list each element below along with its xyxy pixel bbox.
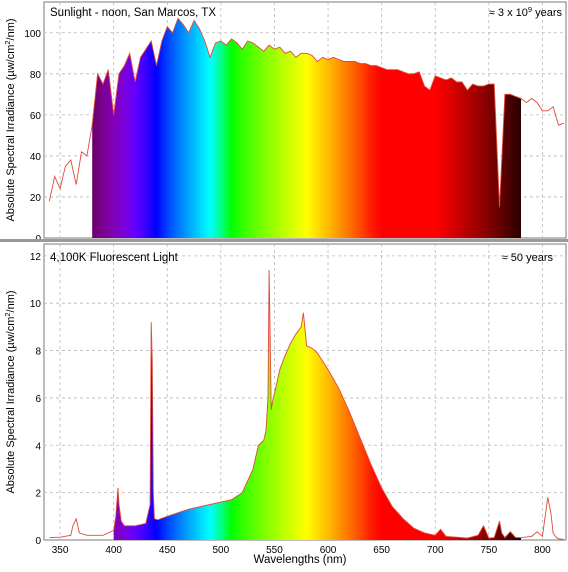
fluorescent-y-axis-label: Absolute Spectral Irradiance (µw/cm2/nm) xyxy=(3,290,17,493)
y-tick-label: 60 xyxy=(30,111,42,122)
fluorescent-x-axis-label: Wavelengths (nm) xyxy=(254,554,347,566)
y-tick-label: 20 xyxy=(30,193,42,204)
sunlight-y-axis-label: Absolute Spectral Irradiance (µw/cm2/nm) xyxy=(3,18,17,221)
x-tick-label: 550 xyxy=(266,545,283,556)
y-tick-label: 4 xyxy=(35,441,41,452)
x-tick-label: 700 xyxy=(427,545,444,556)
y-tick-label: 6 xyxy=(35,394,41,405)
x-tick-label: 400 xyxy=(105,545,122,556)
sunlight-title: Sunlight - noon, San Marcos, TX xyxy=(50,7,216,19)
x-tick-label: 450 xyxy=(159,545,176,556)
fluorescent-spectrum-fill xyxy=(113,270,521,540)
fluorescent-title: 4,100K Fluorescent Light xyxy=(50,252,179,264)
y-tick-label: 2 xyxy=(35,489,41,500)
y-tick-label: 0 xyxy=(35,536,41,547)
y-tick-label: 40 xyxy=(30,152,42,163)
x-tick-label: 800 xyxy=(534,545,551,556)
sunlight-spectrum-fill xyxy=(92,18,521,239)
fluorescent-x-ticks: 350 400 450 500 550 600 650 700 750 800 xyxy=(52,545,551,556)
fluorescent-y-ticks: 0 2 4 6 8 10 12 xyxy=(30,252,42,547)
sunlight-annotation: ≈ 3 x 109 years xyxy=(489,5,563,19)
fluorescent-spectrum-outline xyxy=(49,269,564,540)
x-tick-label: 350 xyxy=(52,545,69,556)
y-tick-label: 100 xyxy=(24,29,41,40)
y-tick-label: 80 xyxy=(30,70,42,81)
x-tick-label: 500 xyxy=(213,545,230,556)
y-tick-label: 8 xyxy=(35,347,41,358)
panel-separator xyxy=(0,239,568,242)
y-tick-label: 12 xyxy=(30,252,42,263)
sunlight-panel: 020406080100 Sunlight - noon, San Marcos… xyxy=(3,1,567,245)
x-tick-label: 750 xyxy=(480,545,497,556)
fluorescent-panel: 0 2 4 6 8 10 12 350 400 450 500 550 600 650 700 750 800… xyxy=(3,243,567,566)
x-tick-label: 650 xyxy=(373,545,390,556)
x-tick-label: 600 xyxy=(320,545,337,556)
fluorescent-annotation: ≈ 50 years xyxy=(502,252,554,264)
sunlight-spectrum-outline xyxy=(48,17,565,208)
y-tick-label: 10 xyxy=(30,299,42,310)
